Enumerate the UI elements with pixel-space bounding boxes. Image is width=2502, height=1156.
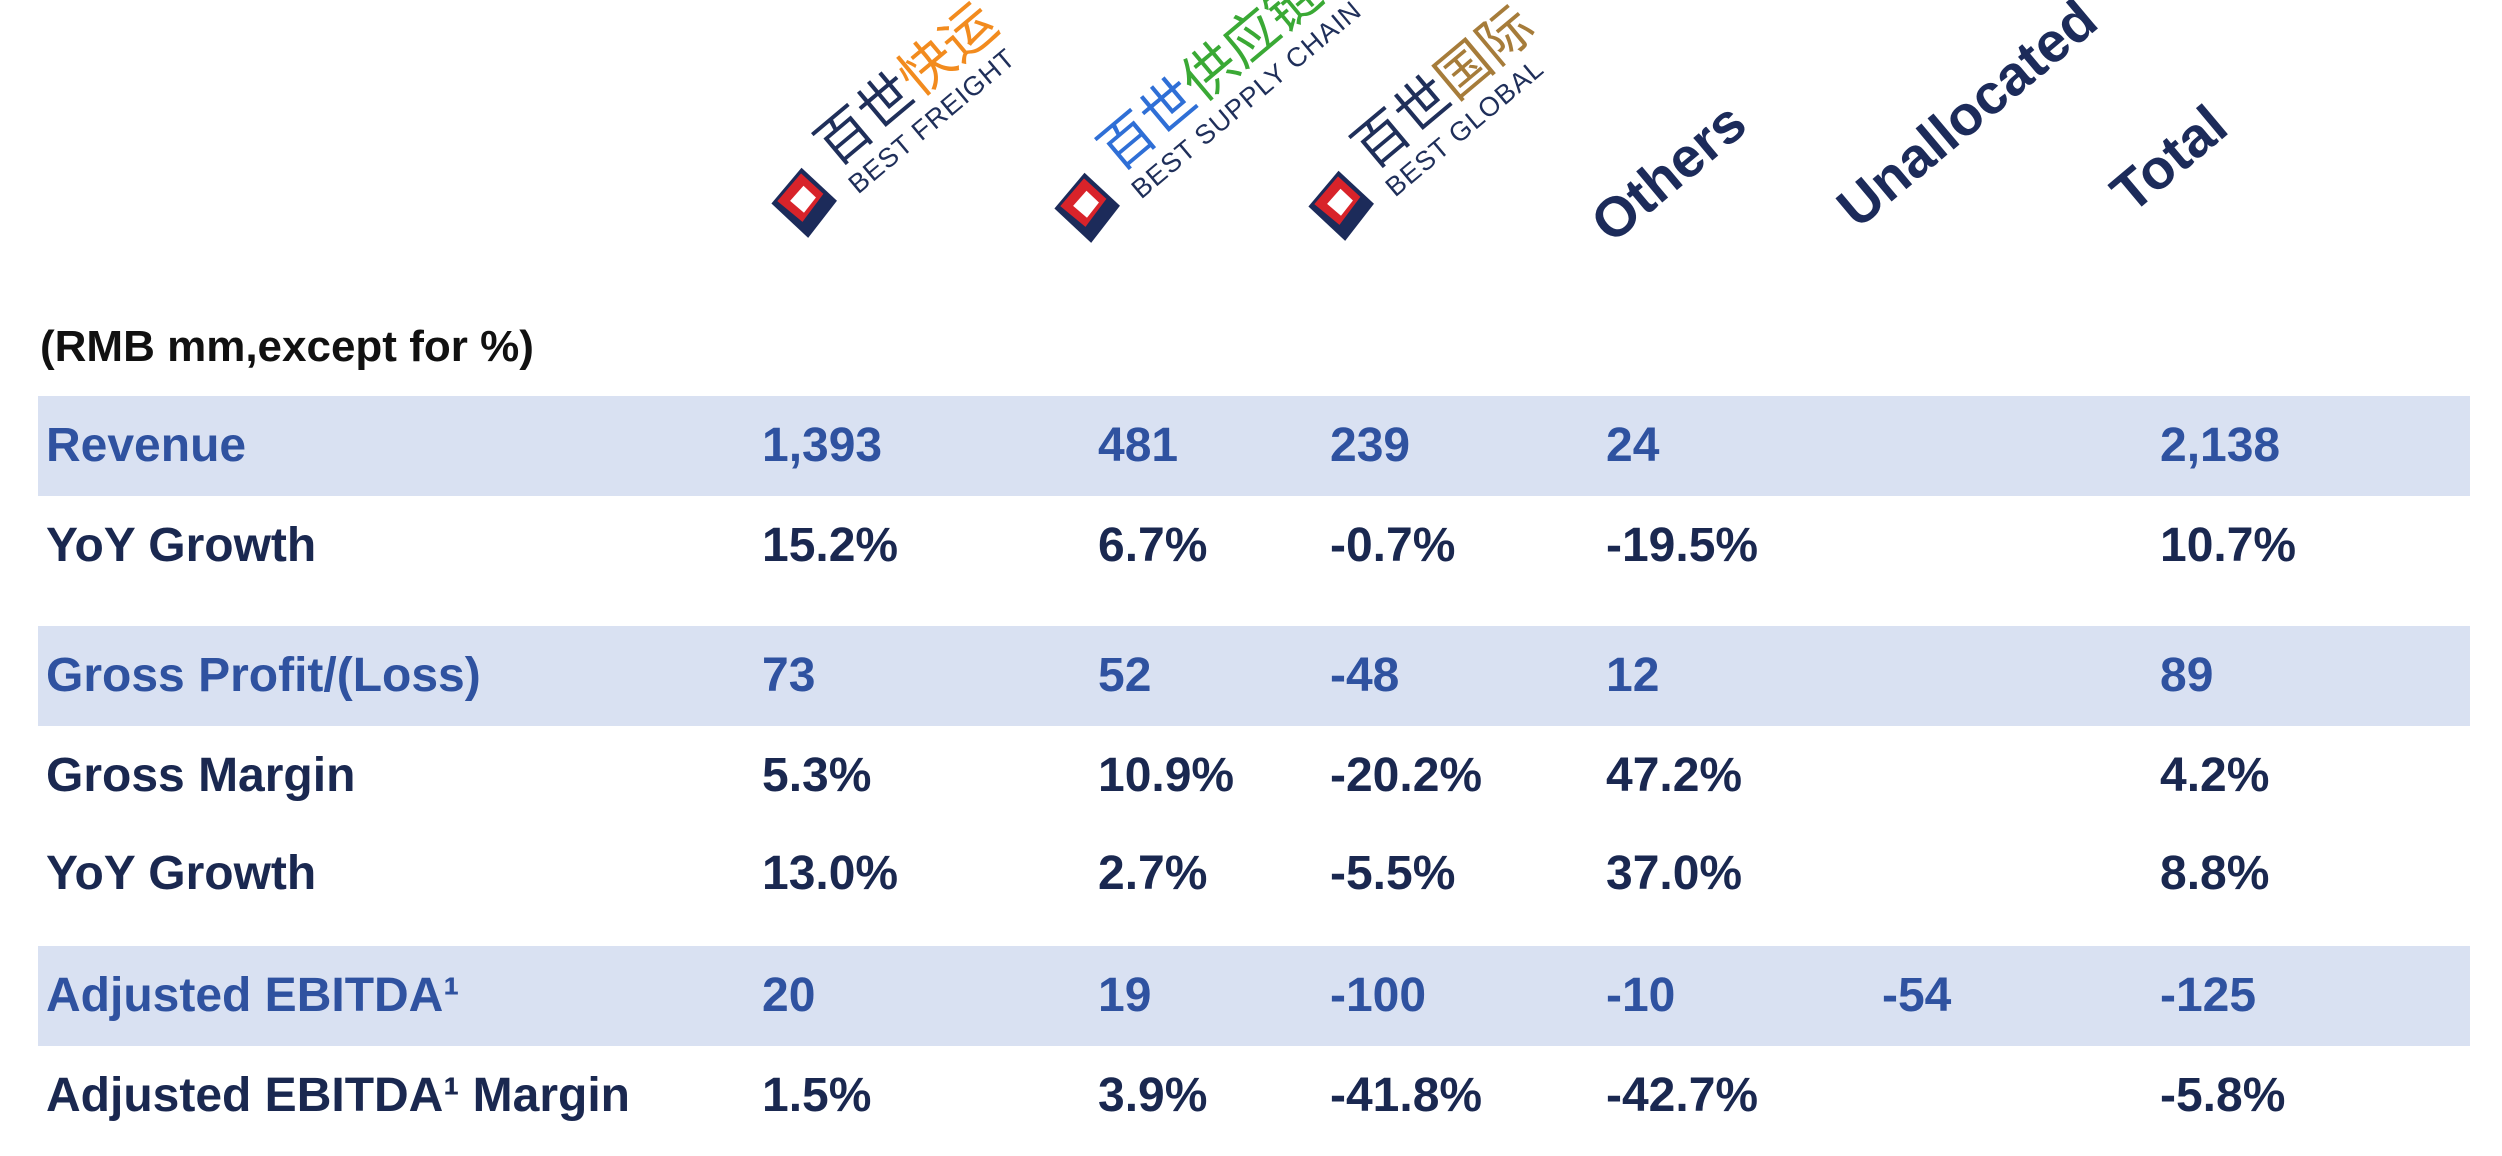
cell-total: -5.8% [2160, 1069, 2286, 1122]
cell-unallocated: -54 [1882, 969, 1952, 1022]
brand-best-supply-chain: 百世供应链 BEST SUPPLY CHAIN [1028, 0, 1367, 255]
best-logo-icon [771, 167, 837, 238]
cell-best-supply-chain: 6.7% [1098, 519, 1208, 572]
cell-best-global: -41.8% [1330, 1069, 1483, 1122]
cell-others: -42.7% [1606, 1069, 1759, 1122]
cell-best-freight: 13.0% [762, 847, 899, 900]
units-caption: (RMB mm,except for %) [40, 322, 534, 371]
cell-total: 89 [2160, 649, 2214, 702]
cell-best-global: -100 [1330, 969, 1427, 1022]
cell-best-supply-chain: 19 [1098, 969, 1152, 1022]
cell-best-supply-chain: 10.9% [1098, 749, 1235, 802]
cell-best-global: 239 [1330, 419, 1411, 472]
cell-total: 10.7% [2160, 519, 2297, 572]
cell-total: 8.8% [2160, 847, 2270, 900]
cell-best-supply-chain: 481 [1098, 419, 1179, 472]
cell-best-global: -20.2% [1330, 749, 1483, 802]
cell-best-supply-chain: 2.7% [1098, 847, 1208, 900]
table-row-gross-margin: Gross Margin 5.3% 10.9% -20.2% 47.2% 4.2… [38, 726, 2470, 826]
row-label: YoY Growth [46, 519, 317, 572]
cell-best-global: -5.5% [1330, 847, 1456, 900]
brand-best-freight: 百世快运 BEST FREIGHT [745, 0, 1026, 250]
cell-total: 4.2% [2160, 749, 2270, 802]
row-label: Adjusted EBITDA¹ Margin [46, 1069, 630, 1122]
cell-others: 12 [1606, 649, 1660, 702]
table-row-revenue: Revenue 1,393 481 239 24 2,138 [38, 396, 2470, 496]
cell-others: 24 [1606, 419, 1660, 472]
header-others: Others [1578, 89, 1758, 255]
cell-best-freight: 1.5% [762, 1069, 872, 1122]
table-row-gross-profit: Gross Profit/(Loss) 73 52 -48 12 89 [38, 626, 2470, 726]
row-label: Gross Profit/(Loss) [46, 649, 481, 702]
row-label: Adjusted EBITDA¹ [46, 969, 460, 1022]
cell-best-freight: 20 [762, 969, 816, 1022]
header-total: Total [2098, 92, 2239, 225]
cell-total: 2,138 [2160, 419, 2281, 472]
cell-best-freight: 5.3% [762, 749, 872, 802]
cell-others: -10 [1606, 969, 1676, 1022]
cell-best-freight: 73 [762, 649, 816, 702]
row-label: Revenue [46, 419, 247, 472]
cell-others: 37.0% [1606, 847, 1743, 900]
table-row-adjusted-ebitda: Adjusted EBITDA¹ 20 19 -100 -10 -54 -125 [38, 946, 2470, 1046]
cell-best-supply-chain: 3.9% [1098, 1069, 1208, 1122]
cell-others: -19.5% [1606, 519, 1759, 572]
header-unallocated: Unallocated [1824, 0, 2109, 240]
best-logo-icon [1054, 172, 1120, 243]
cell-best-global: -0.7% [1330, 519, 1456, 572]
cell-best-supply-chain: 52 [1098, 649, 1152, 702]
brand-best-global: 百世国际 BEST GLOBAL [1282, 0, 1563, 253]
row-label: Gross Margin [46, 749, 356, 802]
table-row-revenue-yoy: YoY Growth 15.2% 6.7% -0.7% -19.5% 10.7% [38, 496, 2470, 596]
table-row-gross-profit-yoy: YoY Growth 13.0% 2.7% -5.5% 37.0% 8.8% [38, 824, 2470, 924]
row-label: YoY Growth [46, 847, 317, 900]
cell-best-freight: 15.2% [762, 519, 899, 572]
table-row-adjusted-ebitda-margin: Adjusted EBITDA¹ Margin 1.5% 3.9% -41.8%… [38, 1046, 2470, 1146]
cell-total: -125 [2160, 969, 2257, 1022]
cell-others: 47.2% [1606, 749, 1743, 802]
best-logo-icon [1308, 170, 1374, 241]
cell-best-freight: 1,393 [762, 419, 883, 472]
cell-best-global: -48 [1330, 649, 1400, 702]
